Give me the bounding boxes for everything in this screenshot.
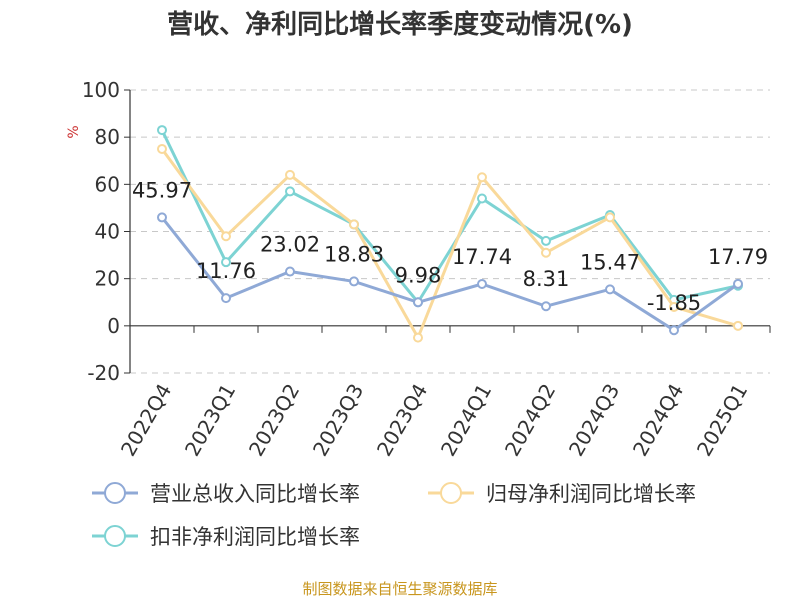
data-point (413, 297, 423, 308)
y-tick-label: 0 (107, 314, 120, 338)
y-tick-label: 80 (95, 125, 120, 149)
data-point (157, 143, 167, 154)
y-tick-label: 100 (82, 78, 120, 102)
y-tick-label: 60 (95, 172, 120, 196)
data-point (541, 235, 551, 246)
x-tick-label: 2023Q3 (308, 380, 368, 461)
data-point (541, 247, 551, 258)
y-tick-label: 40 (95, 220, 120, 244)
series-lines (157, 125, 743, 343)
series-1 (157, 212, 743, 336)
x-tick-label: 2024Q1 (436, 380, 496, 461)
x-tick-label: 2022Q4 (116, 380, 176, 461)
series-line (160, 129, 739, 304)
data-label: 18.83 (324, 242, 384, 266)
y-axis-unit: % (66, 125, 82, 138)
x-tick-label: 2025Q1 (692, 380, 752, 461)
data-point (285, 186, 295, 197)
legend-label: 扣非净利润同比增长率 (150, 525, 360, 549)
data-point (157, 125, 167, 136)
legend-item-2: 归母净利润同比增长率 (428, 482, 696, 506)
data-point (349, 219, 359, 230)
data-point (477, 278, 487, 289)
data-point (349, 276, 359, 287)
chart-title: 营收、净利同比增长率季度变动情况(%) (167, 9, 633, 40)
data-point (221, 231, 231, 242)
data-label: 9.98 (395, 263, 442, 287)
data-label: 8.31 (523, 267, 570, 291)
data-label: 17.79 (708, 245, 768, 269)
data-label: 23.02 (260, 233, 320, 257)
data-point (605, 284, 615, 295)
y-tick-label: -20 (87, 361, 120, 385)
data-label: -1.85 (647, 291, 701, 315)
grid-lines (130, 89, 770, 374)
data-label: 11.76 (196, 259, 256, 283)
data-point (221, 293, 231, 304)
legend-label: 营业总收入同比增长率 (150, 482, 360, 506)
x-tick-label: 2023Q4 (372, 380, 432, 461)
x-tick-label: 2023Q1 (180, 380, 240, 461)
data-point (541, 301, 551, 312)
data-point (669, 301, 679, 312)
legend-marker (104, 525, 126, 547)
data-point (477, 193, 487, 204)
x-tick-label: 2024Q2 (500, 380, 560, 461)
x-tick-label: 2023Q2 (244, 380, 304, 461)
x-tick-label: 2024Q3 (564, 380, 624, 461)
legend-marker (104, 482, 126, 504)
data-label: 45.97 (132, 178, 192, 202)
data-point (157, 212, 167, 223)
data-point (669, 325, 679, 336)
source-note: 制图数据来自恒生聚源数据库 (302, 580, 497, 598)
data-point (285, 169, 295, 180)
y-tick-label: 20 (95, 267, 120, 291)
data-point (605, 212, 615, 223)
series-line (160, 216, 739, 332)
data-point (733, 320, 743, 331)
data-label: 17.74 (452, 245, 512, 269)
data-point (413, 332, 423, 343)
series-line (160, 148, 739, 340)
legend-item-3: 扣非净利润同比增长率 (92, 525, 360, 549)
data-label: 15.47 (580, 250, 640, 274)
x-tick-label: 2024Q4 (628, 380, 688, 461)
series-2 (157, 143, 743, 343)
data-point (221, 257, 231, 268)
data-point (733, 278, 743, 289)
data-point (477, 172, 487, 183)
legend-item-1: 营业总收入同比增长率 (92, 482, 360, 506)
legend-marker (440, 482, 462, 504)
data-point (285, 266, 295, 277)
legend-label: 归母净利润同比增长率 (486, 482, 696, 506)
